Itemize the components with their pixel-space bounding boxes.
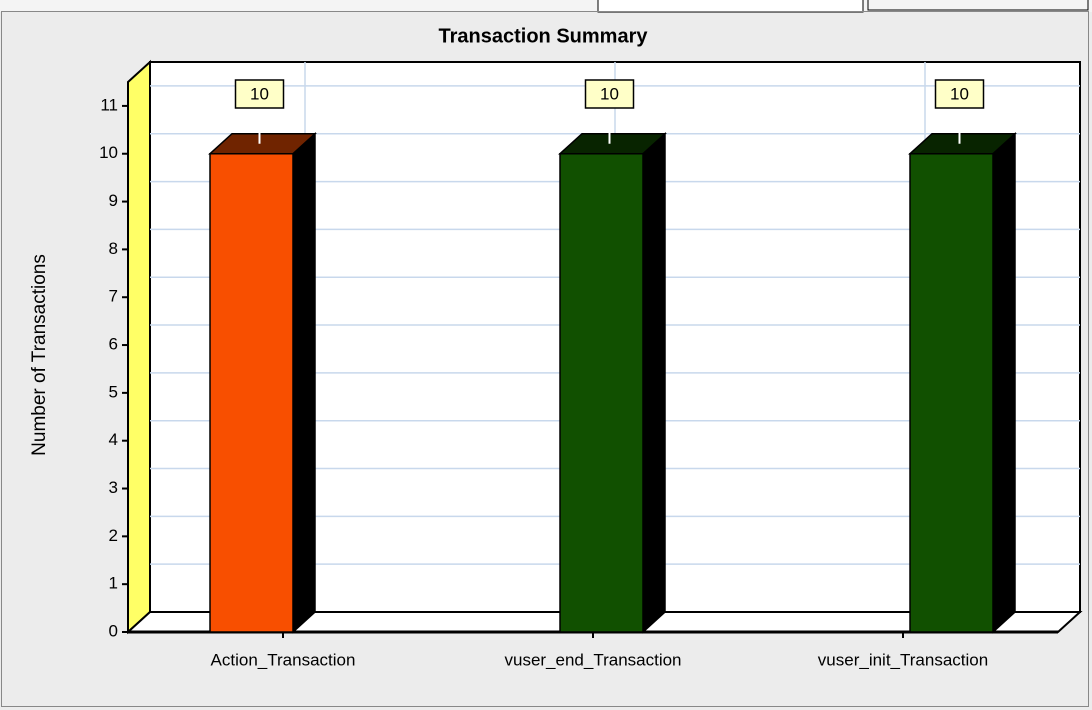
x-tick-label: vuser_end_Transaction [504, 650, 681, 669]
bar-side [642, 132, 666, 634]
bar [209, 152, 294, 633]
y-tick-label: 5 [109, 382, 118, 401]
y-tick-label: 0 [109, 621, 118, 640]
value-label: 10 [950, 84, 969, 103]
tab[interactable] [867, 0, 1089, 11]
y-tick-label: 10 [99, 143, 118, 162]
y-axis-label: Number of Transactions [29, 254, 50, 456]
value-label-box [934, 79, 985, 109]
bar-side [992, 132, 1016, 634]
left-wall [127, 59, 151, 635]
y-tick-label: 1 [109, 574, 118, 593]
y-tick-label: 7 [109, 287, 118, 306]
active-tab[interactable] [597, 0, 864, 13]
y-tick-label: 6 [109, 335, 118, 354]
value-label-box [584, 79, 635, 109]
y-tick-label: 11 [100, 95, 118, 114]
chart-title: Transaction Summary [439, 25, 649, 47]
y-tick-label: 9 [109, 191, 118, 210]
y-tick-label: 3 [109, 478, 118, 497]
value-label-box [234, 79, 285, 109]
x-tick-label: vuser_init_Transaction [818, 650, 988, 669]
x-tick-label: Action_Transaction [211, 650, 356, 669]
bar-side [292, 132, 316, 634]
y-tick-label: 8 [109, 239, 118, 258]
y-tick-label: 4 [109, 430, 118, 449]
bar [559, 152, 644, 633]
value-label: 10 [250, 84, 269, 103]
panel-border [1, 11, 1089, 707]
y-tick-label: 2 [109, 526, 118, 545]
bar [909, 152, 994, 633]
value-label: 10 [600, 84, 619, 103]
